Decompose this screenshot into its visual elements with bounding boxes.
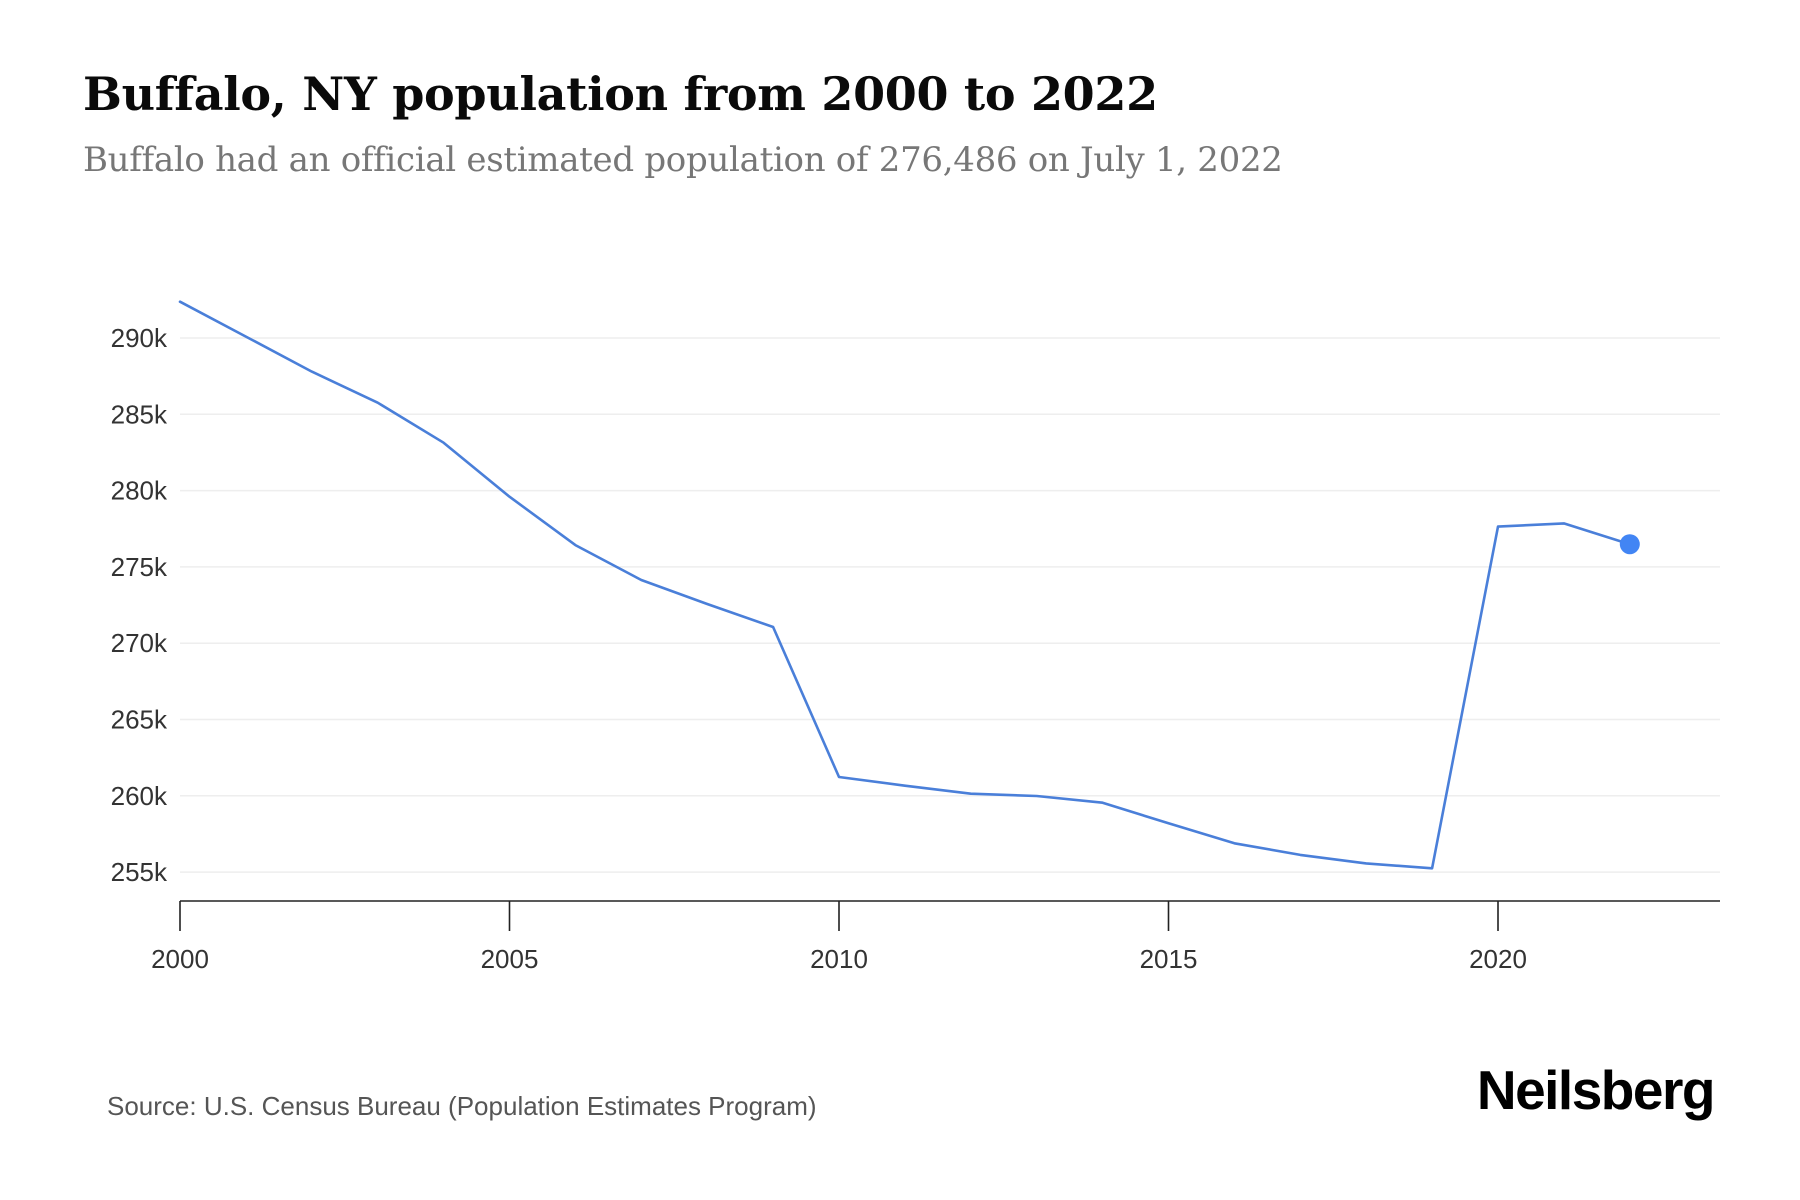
x-tick-label: 2020 [1469,944,1527,974]
y-axis-ticks: 255k 260k 265k 270k 275k 280k 285k 290k [111,323,168,887]
chart-subtitle: Buffalo had an official estimated popula… [83,140,1283,180]
y-tick-label: 275k [111,552,168,582]
y-tick-label: 265k [111,705,168,735]
population-line [178,300,1632,870]
y-tick-label: 290k [111,323,168,353]
x-axis: 2000 2005 2010 2015 2020 [151,900,1720,974]
y-tick-label: 255k [111,857,168,887]
x-tick-label: 2015 [1140,944,1198,974]
series-population [178,300,1640,870]
chart-title: Buffalo, NY population from 2000 to 2022 [83,67,1158,121]
y-tick-label: 280k [111,476,168,506]
neilsberg-logo: Neilsberg [1476,1059,1716,1121]
x-tick-label: 2000 [151,944,209,974]
x-tick-label: 2010 [810,944,868,974]
y-tick-label: 270k [111,628,168,658]
latest-value-marker [1619,534,1640,555]
y-tick-label: 260k [111,781,168,811]
y-tick-label: 285k [111,399,168,429]
x-tick-label: 2005 [481,944,539,974]
source-note: Source: U.S. Census Bureau (Population E… [107,1091,817,1121]
gridlines [180,337,1720,873]
